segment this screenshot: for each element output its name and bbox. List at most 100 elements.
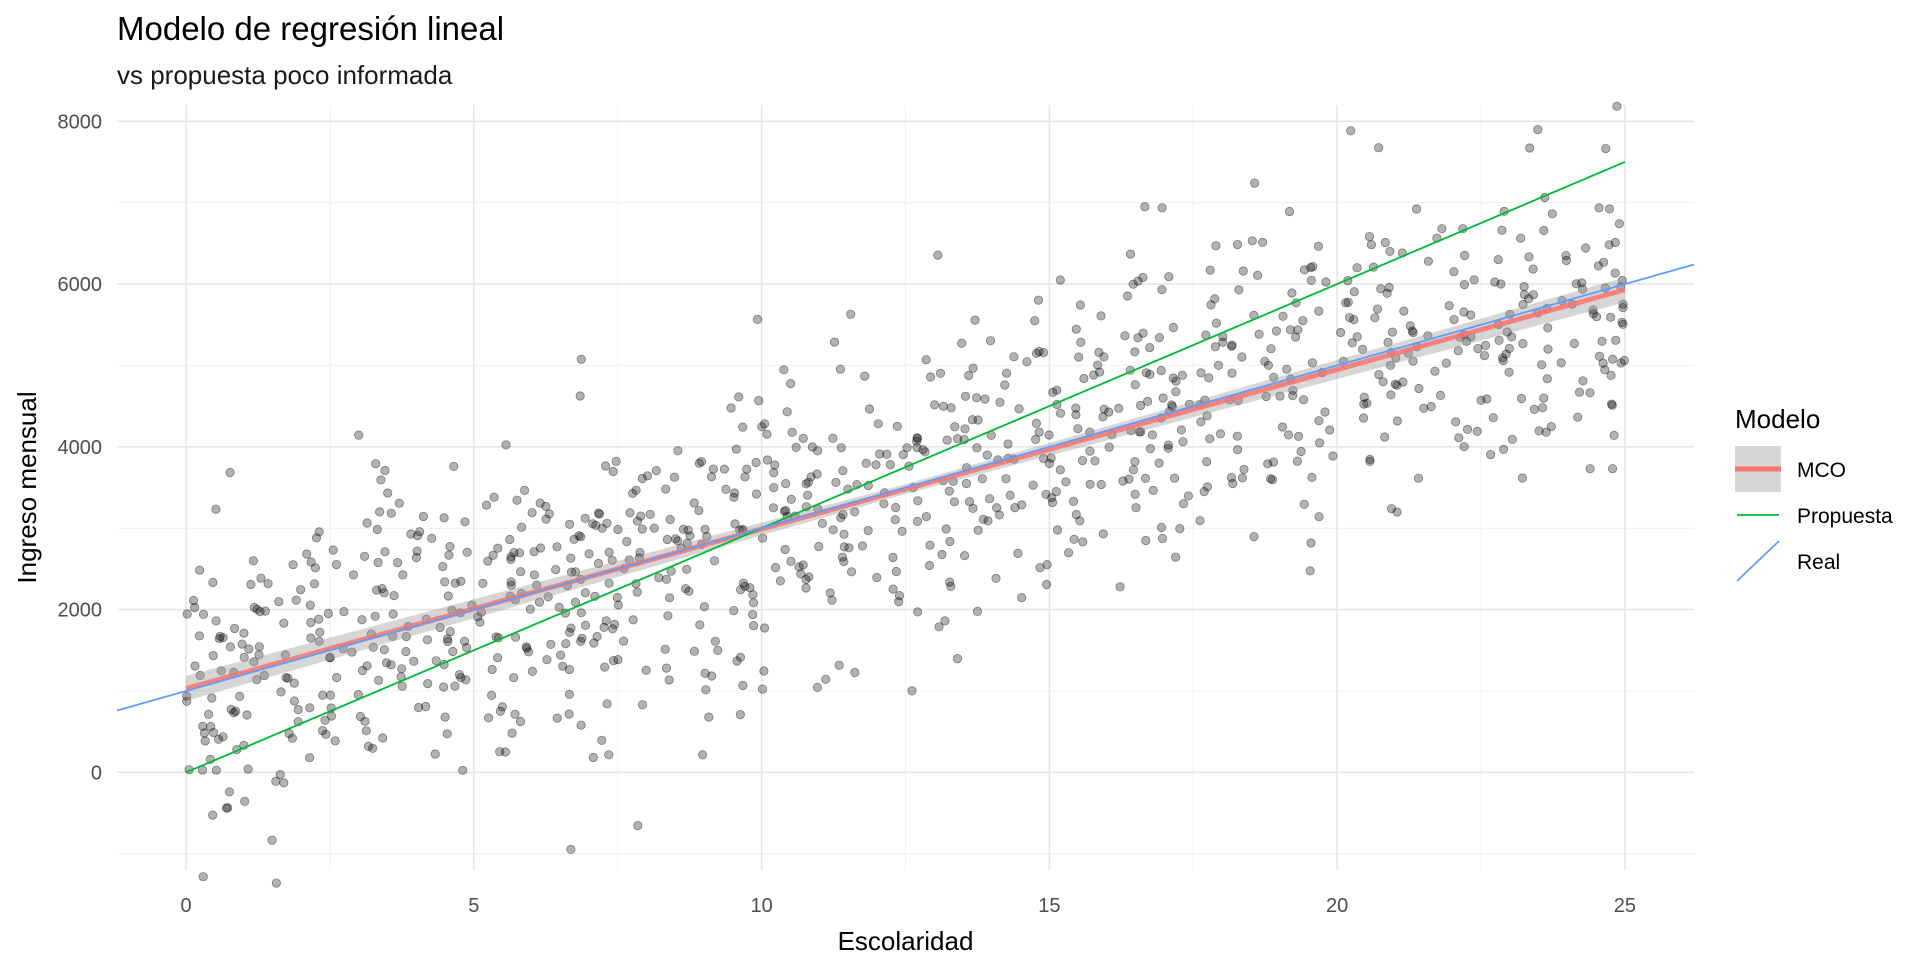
data-point bbox=[957, 338, 967, 348]
data-point bbox=[607, 555, 617, 565]
data-point bbox=[487, 664, 497, 675]
data-point bbox=[937, 549, 947, 560]
data-point bbox=[757, 422, 767, 432]
data-point bbox=[279, 778, 289, 788]
data-point bbox=[944, 486, 954, 496]
data-point bbox=[912, 442, 922, 453]
data-point bbox=[546, 639, 556, 650]
data-point bbox=[551, 564, 561, 575]
data-point bbox=[588, 752, 598, 763]
data-point bbox=[1296, 446, 1306, 457]
data-point bbox=[973, 415, 983, 425]
data-point bbox=[1414, 383, 1424, 394]
data-point bbox=[1074, 352, 1084, 362]
data-point bbox=[325, 652, 335, 663]
data-point bbox=[700, 524, 710, 535]
data-point bbox=[361, 726, 371, 736]
data-point bbox=[637, 700, 648, 710]
data-point bbox=[199, 728, 209, 738]
data-point bbox=[291, 595, 301, 605]
data-point bbox=[1610, 268, 1620, 278]
data-point bbox=[1358, 344, 1368, 354]
data-point bbox=[225, 642, 235, 652]
data-point bbox=[566, 553, 576, 563]
data-point bbox=[1031, 418, 1042, 428]
data-point bbox=[1399, 306, 1409, 316]
data-point bbox=[710, 636, 721, 646]
data-point bbox=[218, 633, 228, 643]
data-point bbox=[1366, 240, 1377, 250]
data-point bbox=[768, 503, 779, 513]
legend-label: Propuesta bbox=[1797, 505, 1893, 528]
data-point bbox=[678, 524, 689, 534]
data-point bbox=[1075, 300, 1086, 310]
data-point bbox=[846, 309, 856, 319]
data-point bbox=[791, 442, 801, 452]
data-point bbox=[683, 525, 693, 535]
data-point bbox=[506, 577, 516, 587]
data-point bbox=[321, 729, 331, 739]
data-point bbox=[204, 709, 214, 720]
data-point bbox=[694, 505, 704, 516]
data-point bbox=[443, 591, 453, 601]
data-point bbox=[1157, 203, 1167, 213]
data-point bbox=[207, 693, 217, 703]
data-point bbox=[613, 524, 623, 535]
data-point bbox=[431, 656, 441, 666]
data-point bbox=[1098, 412, 1108, 422]
data-point bbox=[577, 633, 587, 643]
data-point bbox=[584, 549, 594, 559]
data-point bbox=[706, 472, 717, 482]
data-point bbox=[888, 584, 898, 594]
data-point bbox=[600, 662, 610, 672]
data-point bbox=[735, 585, 746, 595]
data-point bbox=[237, 639, 247, 649]
data-point bbox=[1352, 263, 1362, 273]
data-point bbox=[839, 556, 849, 567]
data-point bbox=[973, 525, 983, 535]
data-point bbox=[1258, 237, 1268, 247]
data-point bbox=[1451, 417, 1461, 427]
data-point bbox=[1055, 275, 1065, 285]
data-point bbox=[230, 623, 240, 634]
data-point bbox=[1307, 472, 1317, 482]
data-point bbox=[576, 608, 586, 618]
data-point bbox=[759, 419, 770, 429]
data-point bbox=[311, 533, 322, 543]
data-point bbox=[971, 393, 982, 403]
data-point bbox=[1030, 316, 1040, 326]
legend-title: Modelo bbox=[1735, 404, 1820, 434]
data-point bbox=[208, 810, 218, 820]
data-point bbox=[506, 554, 516, 565]
data-point bbox=[780, 544, 790, 555]
data-point bbox=[871, 460, 881, 470]
data-point bbox=[413, 702, 424, 713]
data-point bbox=[1612, 101, 1622, 111]
data-point bbox=[972, 443, 982, 453]
data-point bbox=[461, 642, 472, 653]
data-point bbox=[751, 457, 761, 468]
data-point bbox=[834, 660, 844, 670]
data-point bbox=[576, 720, 586, 730]
data-point bbox=[206, 721, 216, 732]
data-point bbox=[1534, 426, 1544, 436]
data-point bbox=[664, 593, 675, 603]
data-point bbox=[952, 653, 963, 664]
data-point bbox=[495, 706, 505, 716]
data-point bbox=[1392, 507, 1402, 517]
data-point bbox=[1199, 486, 1209, 497]
data-point bbox=[542, 654, 552, 665]
data-point bbox=[609, 619, 620, 630]
data-point bbox=[1128, 279, 1138, 289]
data-point bbox=[580, 513, 590, 524]
data-point bbox=[850, 507, 860, 517]
data-point bbox=[516, 522, 527, 532]
data-point bbox=[1022, 357, 1032, 367]
data-point bbox=[486, 690, 497, 701]
data-point bbox=[752, 314, 763, 324]
data-point bbox=[1145, 443, 1156, 454]
data-point bbox=[1493, 255, 1503, 265]
data-point bbox=[1031, 434, 1041, 444]
data-point bbox=[1482, 394, 1492, 404]
data-point bbox=[1133, 333, 1143, 343]
